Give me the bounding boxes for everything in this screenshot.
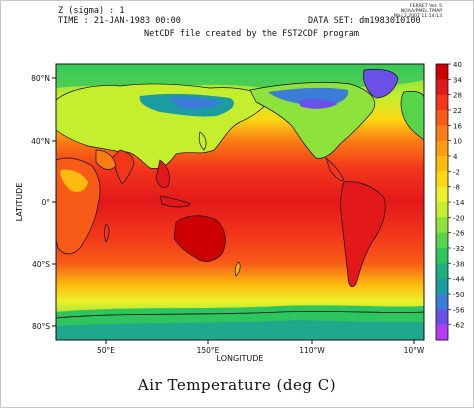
colorbar-swatch: [436, 186, 448, 203]
siberia-coldest: [168, 97, 222, 109]
colorbar-label: -26: [453, 230, 465, 238]
time-label: TIME : 21-JAN-1983 00:00: [58, 16, 181, 26]
colorbar-label: 16: [453, 122, 462, 130]
x-tick-label: 50°E: [97, 346, 115, 355]
se-asia-landmass: [155, 159, 170, 188]
y-tick-label: 40°S: [32, 260, 50, 269]
south-america-landmass: [340, 181, 386, 288]
caption: Air Temperature (deg C): [137, 376, 337, 394]
dataset-label: DATA SET: dm1983010100: [308, 16, 421, 26]
colorbar-label: -50: [453, 291, 464, 299]
colorbar: 40 34 28 22 16 10 4 -2 -8 -14 -20 -26 -32 -38 -44 -50 -5…: [435, 61, 465, 341]
ferret-version: FERRET Ver. 5: [409, 4, 442, 9]
colorbar-swatch: [436, 156, 448, 172]
colorbar-swatch: [436, 309, 448, 326]
x-axis: 50°E 150°E 110°W 10°W: [97, 340, 425, 355]
x-tick-label: 10°W: [404, 346, 425, 355]
colorbar-label: -20: [453, 214, 464, 222]
colorbar-swatch: [436, 278, 448, 295]
antarctica-coastline: [56, 311, 424, 319]
colorbar-swatch: [436, 94, 448, 111]
colorbar-swatch: [436, 248, 448, 264]
europe-landmass: [400, 90, 424, 141]
colorbar-label: -32: [453, 245, 464, 253]
colorbar-swatch: [436, 64, 448, 80]
ferret-stamp: FERRET Ver. 5 NOAA/PMEL TMAP Mar 2 2007 …: [392, 4, 442, 19]
colorbar-swatch: [436, 294, 448, 310]
colorbar-swatch: [436, 263, 448, 280]
central-america-landmass: [325, 157, 345, 181]
map-field: [56, 64, 424, 340]
colorbar-label: -8: [453, 184, 460, 192]
japan-landmass: [198, 131, 207, 151]
ferret-org: NOAA/PMEL TMAP: [400, 9, 442, 14]
y-tick-label: 40°N: [31, 137, 50, 146]
north-america-landmass: [249, 82, 376, 159]
colorbar-swatch: [436, 171, 448, 188]
colorbar-swatch: [436, 217, 448, 234]
indonesia-landmass: [159, 195, 191, 208]
canada-coldest: [300, 99, 338, 109]
colorbar-label: -44: [453, 276, 465, 284]
colorbar-label: -2: [453, 168, 460, 176]
colorbar-label: 40: [453, 61, 462, 69]
y-tick-label: 80°S: [32, 322, 50, 331]
colorbar-swatch: [436, 79, 448, 96]
colorbar-label: -56: [453, 306, 465, 314]
arabia-landmass: [95, 149, 117, 170]
madagascar-landmass: [104, 223, 110, 243]
ferret-date: Mar 2 2007 11:14:13: [393, 14, 442, 19]
new-zealand-landmass: [234, 261, 241, 277]
x-tick-label: 150°E: [197, 346, 220, 355]
colorbar-label: 10: [453, 138, 462, 146]
antarctic-inner: [56, 320, 424, 340]
colorbar-label: -62: [453, 322, 464, 330]
x-tick-label: 110°W: [299, 346, 325, 355]
colorbar-label: 22: [453, 107, 462, 115]
colorbar-swatch: [436, 110, 448, 126]
colorbar-label: 4: [453, 153, 458, 161]
greenland-landmass: [363, 68, 399, 99]
colorbar-label: 28: [453, 92, 462, 100]
colorbar-swatch: [436, 202, 448, 218]
colorbar-swatch: [436, 140, 448, 157]
colorbar-swatch: [436, 232, 448, 249]
y-tick-label: 0°: [41, 198, 50, 207]
colorbar-label: -38: [453, 260, 464, 268]
subtitle: NetCDF file created by the FST2CDF progr…: [144, 29, 359, 39]
colorbar-label: 34: [453, 76, 462, 84]
y-axis: 80°N 40°N 0° 40°S 80°S: [31, 74, 56, 331]
sahara-region: [60, 169, 88, 192]
x-axis-label: LONGITUDE: [217, 354, 264, 363]
australia-landmass: [173, 215, 226, 262]
colorbar-label: -14: [453, 199, 465, 207]
colorbar-swatch: [436, 324, 448, 341]
y-tick-label: 80°N: [31, 74, 50, 83]
colorbar-swatch: [436, 125, 448, 142]
z-sigma-label: Z (sigma) : 1: [58, 6, 125, 16]
y-axis-label: LATITUDE: [15, 183, 24, 222]
india-landmass: [111, 149, 135, 185]
